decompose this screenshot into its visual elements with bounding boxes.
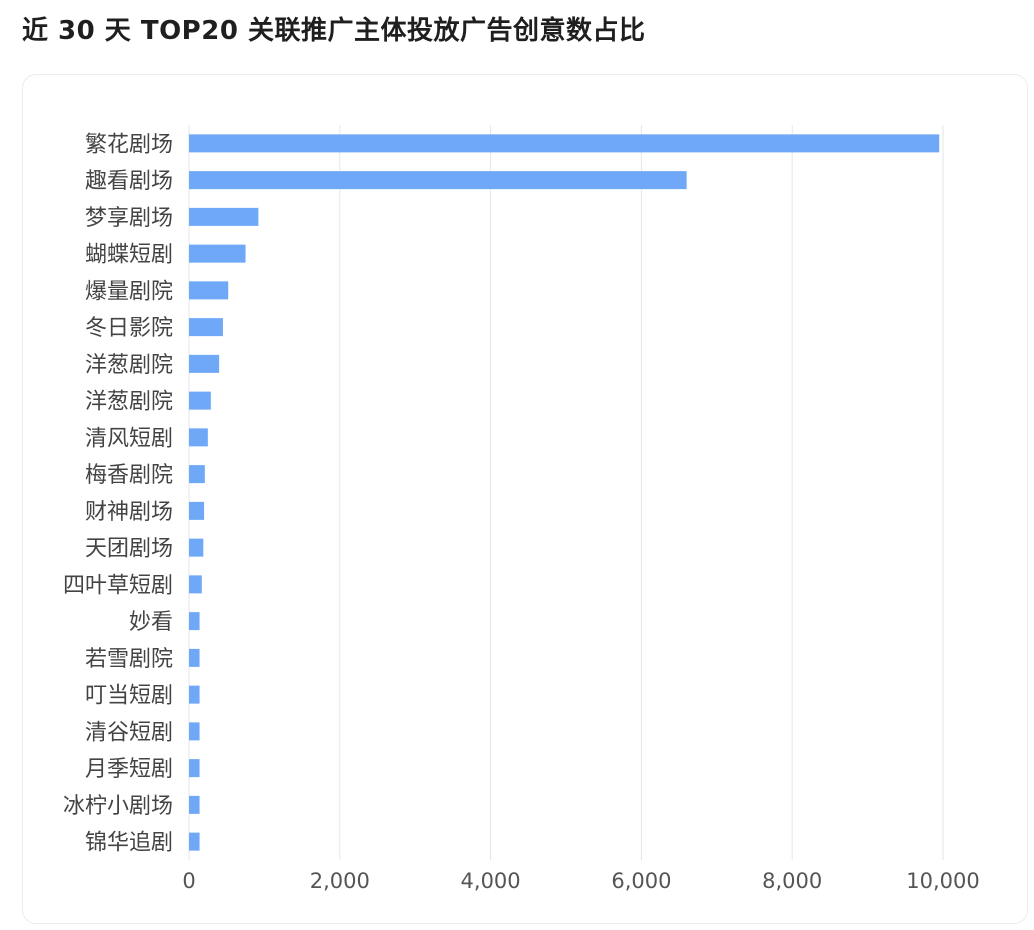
x-tick-label: 8,000 — [762, 869, 822, 893]
bar[interactable] — [189, 685, 200, 704]
bar[interactable] — [189, 648, 200, 667]
chart-card: 繁花剧场 趣看剧场 梦享剧场 蝴蝶短剧 爆量剧院 冬日影院 洋葱剧院 洋葱剧院 清风短剧 梅香剧院… — [22, 74, 1028, 924]
category-label: 冰柠小剧场 — [63, 794, 173, 819]
category-label: 四叶草短剧 — [63, 573, 173, 598]
bar[interactable] — [189, 612, 200, 631]
bar-chart: 繁花剧场趣看剧场梦享剧场蝴蝶短剧爆量剧院冬日影院洋葱剧院洋葱剧院清风短剧梅香剧院… — [63, 125, 980, 893]
category-label: 蝴蝶短剧 — [85, 243, 173, 268]
category-label: 若雪剧院 — [85, 647, 173, 672]
bars — [189, 134, 940, 851]
bar[interactable] — [189, 759, 200, 778]
bar[interactable] — [189, 391, 211, 410]
category-label: 繁花剧场 — [85, 132, 173, 157]
category-label: 冬日影院 — [85, 316, 173, 341]
bar[interactable] — [189, 832, 200, 851]
bar[interactable] — [189, 538, 204, 557]
category-label: 清谷短剧 — [85, 720, 173, 745]
category-label: 叮当短剧 — [85, 684, 173, 709]
category-labels: 繁花剧场趣看剧场梦享剧场蝴蝶短剧爆量剧院冬日影院洋葱剧院洋葱剧院清风短剧梅香剧院… — [63, 132, 173, 855]
bar[interactable] — [189, 722, 200, 741]
bar[interactable] — [189, 501, 205, 520]
x-tick-label: 10,000 — [906, 869, 979, 893]
bar[interactable] — [189, 428, 208, 447]
category-label: 月季短剧 — [85, 757, 173, 782]
bar[interactable] — [189, 795, 200, 814]
category-label: 财神剧场 — [85, 500, 173, 525]
x-tick-label: 4,000 — [461, 869, 521, 893]
category-label: 洋葱剧院 — [85, 390, 173, 415]
category-label: 天团剧场 — [85, 537, 173, 562]
category-label: 清风短剧 — [85, 426, 173, 451]
x-tick-labels: 0 2,000 4,000 6,000 8,000 10,000 — [182, 869, 979, 893]
category-label: 妙看 — [129, 610, 173, 635]
bar[interactable] — [189, 354, 220, 373]
bar[interactable] — [189, 134, 940, 153]
page-title: 近 30 天 TOP20 关联推广主体投放广告创意数占比 — [22, 16, 646, 46]
x-tick-label: 0 — [182, 869, 195, 893]
bar[interactable] — [189, 281, 229, 300]
category-label: 锦华追剧 — [85, 831, 173, 856]
bar[interactable] — [189, 318, 223, 337]
bar[interactable] — [189, 207, 259, 226]
x-tick-label: 2,000 — [310, 869, 370, 893]
category-label: 洋葱剧院 — [85, 353, 173, 378]
grid-lines — [188, 125, 944, 860]
bar[interactable] — [189, 465, 205, 484]
category-label: 趣看剧场 — [85, 169, 173, 194]
category-label: 爆量剧院 — [85, 279, 173, 304]
bar[interactable] — [189, 244, 246, 263]
x-tick-label: 6,000 — [611, 869, 671, 893]
category-label: 梅香剧院 — [85, 463, 173, 488]
category-label: 梦享剧场 — [85, 206, 173, 231]
bar[interactable] — [189, 171, 687, 190]
bar[interactable] — [189, 575, 202, 594]
